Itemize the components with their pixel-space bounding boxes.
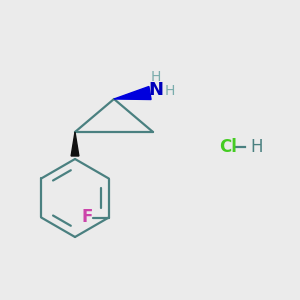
- Text: N: N: [148, 81, 164, 99]
- Text: F: F: [82, 208, 93, 226]
- Polygon shape: [114, 86, 151, 100]
- Text: Cl: Cl: [219, 138, 237, 156]
- Text: H: H: [165, 84, 175, 98]
- Polygon shape: [71, 132, 79, 156]
- Text: H: H: [250, 138, 263, 156]
- Text: H: H: [150, 70, 161, 84]
